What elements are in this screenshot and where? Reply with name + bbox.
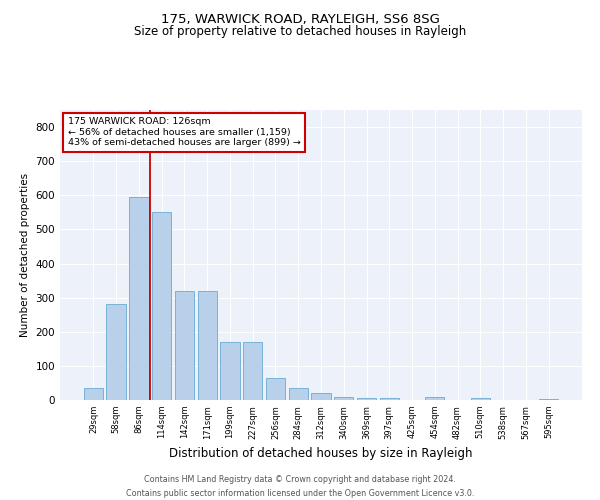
Y-axis label: Number of detached properties: Number of detached properties — [20, 173, 30, 337]
Text: 175 WARWICK ROAD: 126sqm
← 56% of detached houses are smaller (1,159)
43% of sem: 175 WARWICK ROAD: 126sqm ← 56% of detach… — [68, 117, 301, 147]
Bar — [289, 388, 308, 400]
Bar — [129, 197, 149, 400]
Bar — [425, 396, 445, 400]
X-axis label: Distribution of detached houses by size in Rayleigh: Distribution of detached houses by size … — [169, 447, 473, 460]
Bar — [380, 398, 399, 400]
Bar — [266, 378, 285, 400]
Bar — [334, 396, 353, 400]
Bar — [470, 398, 490, 400]
Bar — [106, 304, 126, 400]
Text: Size of property relative to detached houses in Rayleigh: Size of property relative to detached ho… — [134, 25, 466, 38]
Bar — [357, 398, 376, 400]
Text: 175, WARWICK ROAD, RAYLEIGH, SS6 8SG: 175, WARWICK ROAD, RAYLEIGH, SS6 8SG — [161, 12, 439, 26]
Bar — [197, 291, 217, 400]
Bar — [175, 291, 194, 400]
Bar — [152, 212, 172, 400]
Bar — [220, 342, 239, 400]
Bar — [243, 342, 262, 400]
Bar — [84, 388, 103, 400]
Bar — [311, 393, 331, 400]
Text: Contains HM Land Registry data © Crown copyright and database right 2024.
Contai: Contains HM Land Registry data © Crown c… — [126, 476, 474, 498]
